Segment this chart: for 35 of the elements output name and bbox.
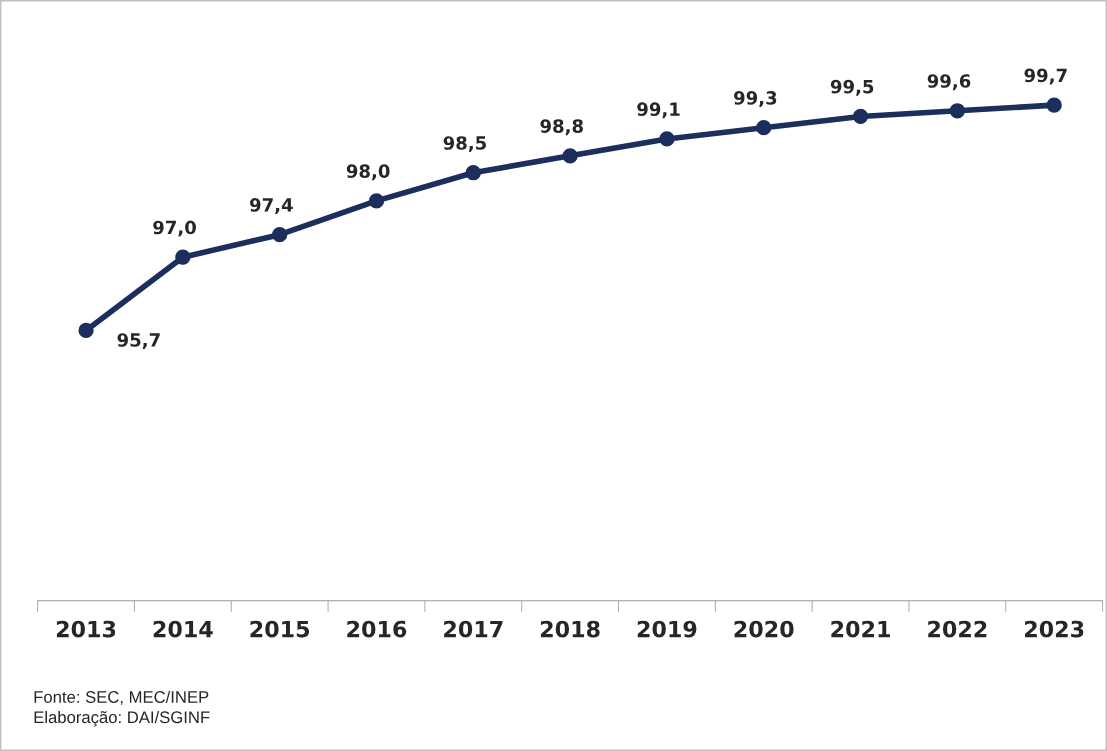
data-label: 99,3: [734, 91, 777, 108]
x-tick-label: 2017: [444, 620, 503, 638]
x-tick-label: 2023: [1025, 620, 1084, 638]
point: [175, 249, 191, 265]
data-label: 98,8: [540, 119, 583, 136]
point: [659, 131, 675, 147]
point: [1046, 97, 1062, 113]
text: Elaboração: DAI/SGINF: [34, 710, 210, 727]
point: [852, 108, 869, 125]
point: [368, 193, 385, 209]
data-label: 97,4: [250, 198, 293, 215]
data-label: 98,5: [443, 136, 486, 153]
point: [78, 322, 94, 339]
x-tick-label: 2019: [637, 620, 697, 638]
point: [562, 148, 578, 164]
source-note: Fonte: SEC, MEC/INEP: [34, 690, 209, 705]
data-label: 99,7: [1024, 68, 1067, 85]
data-label: 95,7: [117, 333, 160, 350]
point: [272, 227, 288, 243]
x-tick-label: 2021: [831, 620, 890, 638]
x-tick-label: 2018: [540, 620, 600, 638]
x-tick-label: 2016: [347, 620, 407, 638]
x-tick-label: 2014: [153, 620, 213, 638]
x-tick-label: 2020: [734, 620, 794, 638]
point: [465, 165, 481, 181]
point: [949, 103, 965, 119]
x-tick-label: 2013: [56, 620, 116, 638]
data-label: 98,0: [346, 164, 390, 181]
x-tick-label: 2022: [928, 620, 987, 638]
data-label: 99,6: [927, 74, 971, 91]
point: [756, 120, 772, 136]
data-label: 97,0: [153, 220, 196, 237]
x-tick-label: 2015: [250, 620, 310, 638]
data-label: 99,5: [830, 79, 874, 96]
data-label: 99,1: [637, 102, 680, 119]
